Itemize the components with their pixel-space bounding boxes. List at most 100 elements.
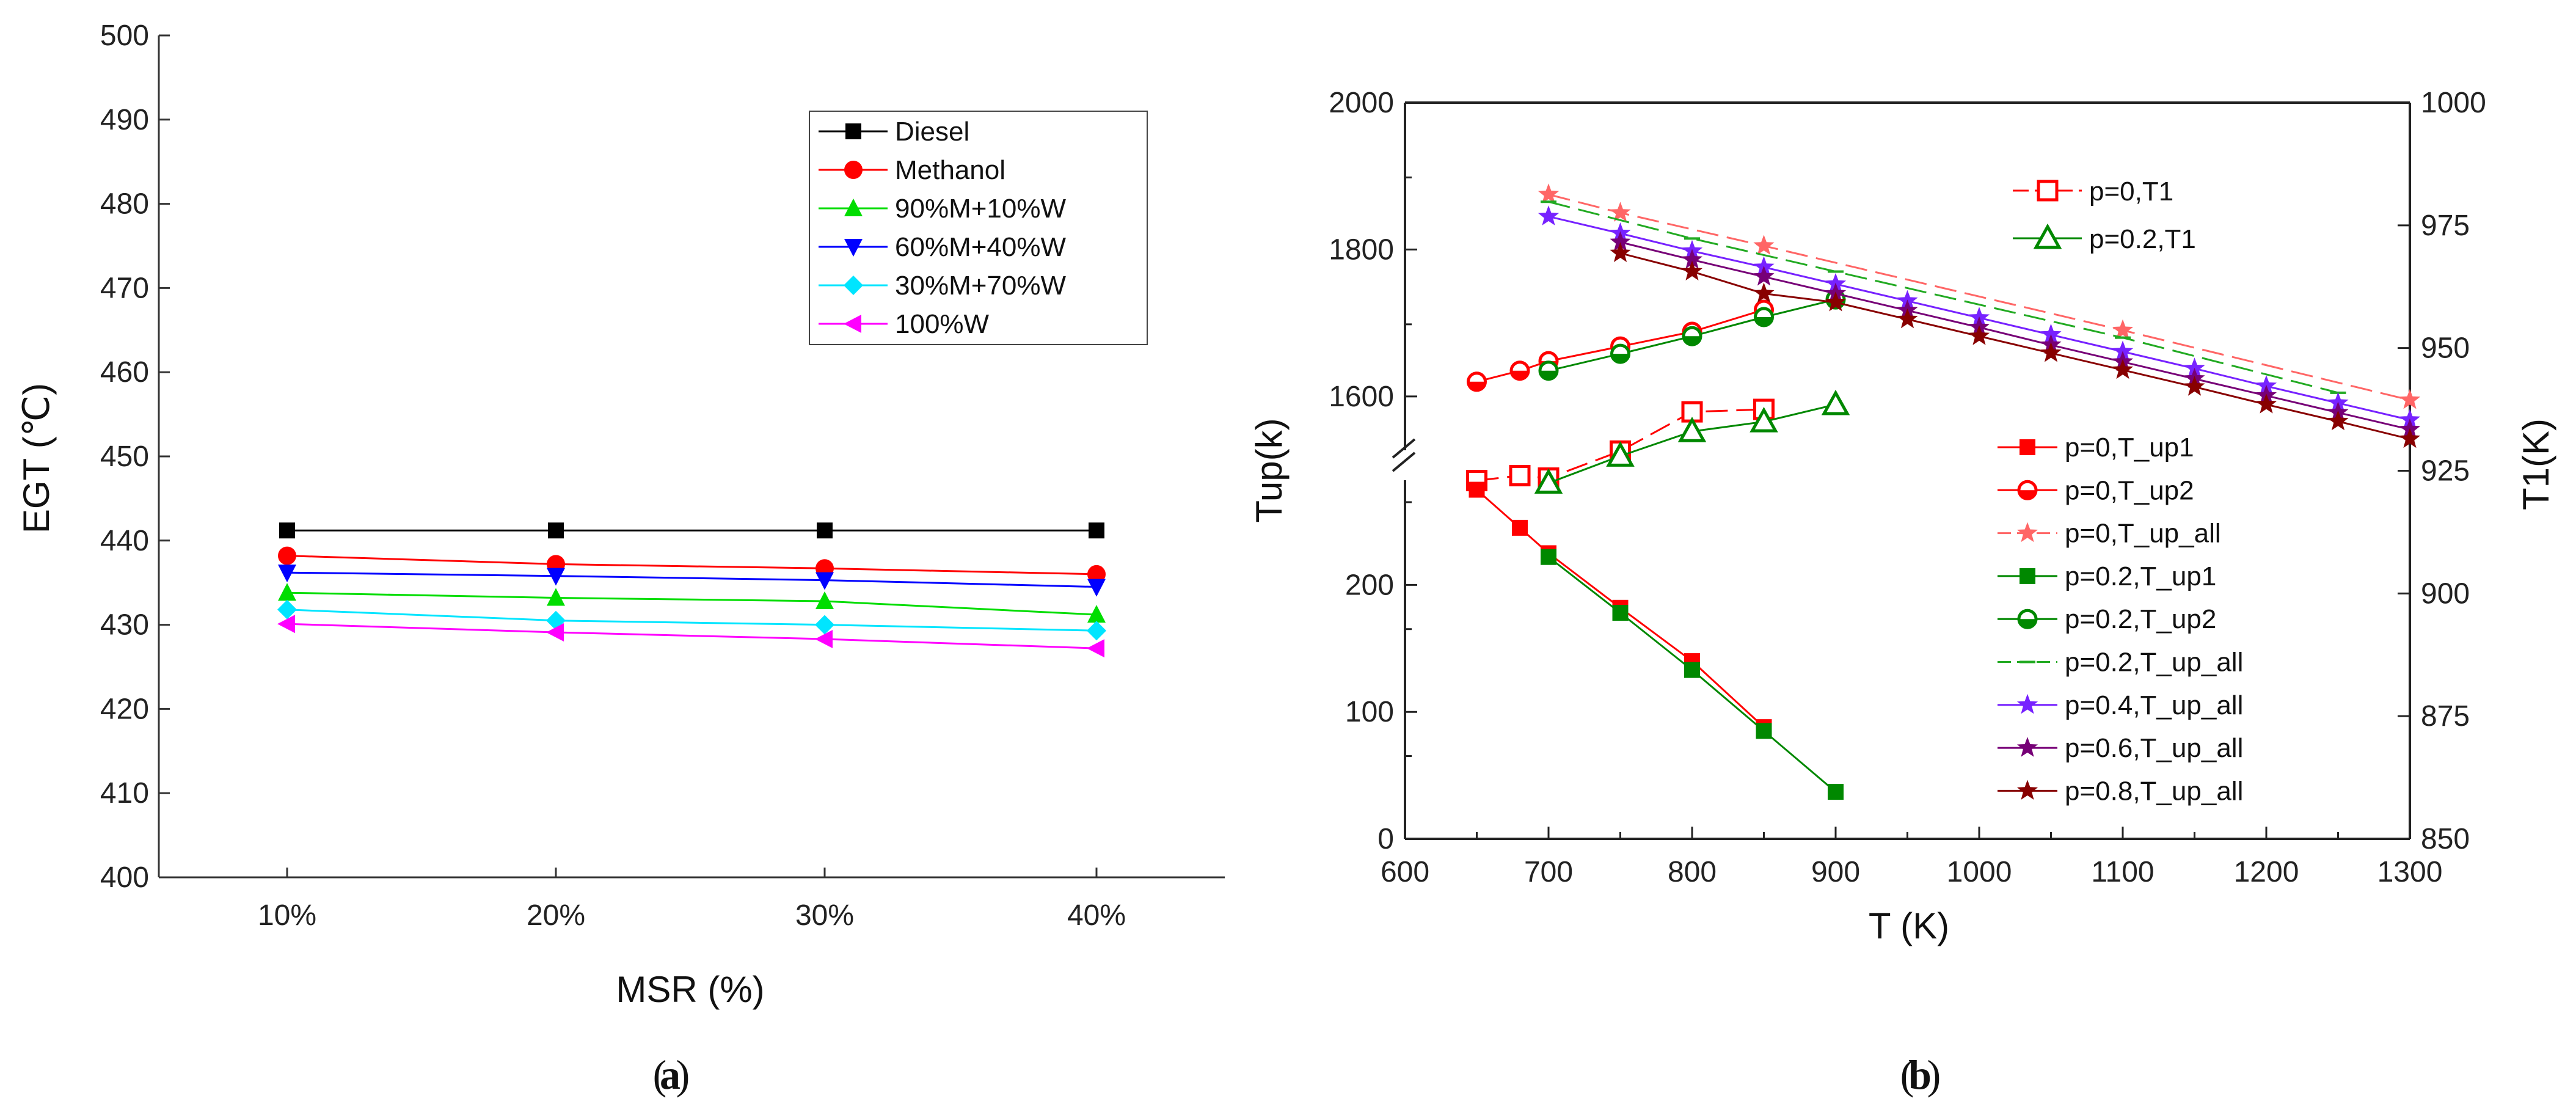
series-30%M+70%W (277, 599, 1106, 641)
data-point (1828, 784, 1844, 800)
legend-label: 30%M+70%W (895, 271, 1066, 301)
data-point (1512, 519, 1528, 536)
data-point-fill (1540, 370, 1557, 379)
data-point (2184, 376, 2205, 396)
legend-marker (845, 123, 861, 139)
data-point (547, 588, 565, 606)
data-point (815, 615, 834, 635)
y-tick-label: 1600 (1329, 381, 1394, 413)
y2-axis-label: T1(K) (2516, 419, 2556, 510)
series-line (286, 623, 1097, 649)
series-Diesel (279, 522, 1104, 539)
legend-label: p=0,T_up2 (2065, 475, 2194, 505)
data-point (1821, 389, 1850, 415)
y2-tick-label: 1000 (2421, 87, 2486, 119)
data-point (277, 599, 297, 620)
series-line (1548, 193, 2410, 401)
data-point (815, 591, 834, 610)
data-point (1750, 407, 1778, 433)
panel-caption-b: b (1908, 1051, 1932, 1098)
legend-marker (2016, 737, 2038, 757)
legend-label: p=0,T1 (2089, 177, 2173, 207)
series-60%M+40%W (278, 565, 1106, 597)
legend-marker (2020, 568, 2035, 584)
data-point (277, 615, 295, 634)
y-tick-label: 200 (1345, 569, 1394, 601)
x-tick-label: 700 (1524, 856, 1573, 888)
data-point (279, 522, 295, 539)
data-point (1753, 265, 1775, 286)
panel-caption-a-close: ) (676, 1051, 690, 1098)
legend-marker (844, 161, 863, 179)
data-point (1534, 468, 1563, 494)
series-line (1548, 200, 2338, 394)
series-p=0.2,T_up1 (1541, 549, 1844, 800)
y-tick-label: 1800 (1329, 233, 1394, 266)
y-axis-label: Tup(k) (1249, 418, 1290, 522)
data-point (1756, 723, 1772, 739)
data-point (1087, 605, 1106, 623)
y-tick-label: 420 (100, 693, 149, 725)
y-axis-label: EGT (℃) (16, 383, 57, 533)
axis-break-mark (1392, 451, 1416, 472)
series-p=0.2,T1 (1534, 389, 1850, 494)
legend-label: p=0.8,T_up_all (2065, 776, 2243, 806)
y-tick-label: 2000 (1329, 87, 1394, 119)
data-point (815, 630, 833, 649)
data-point (1087, 639, 1104, 658)
data-point (1089, 522, 1104, 539)
x-tick-label: 20% (527, 899, 585, 932)
data-point (546, 623, 564, 642)
series-p=0,T_up_all (1538, 183, 2421, 409)
legend-label: p=0.2,T_up2 (2065, 604, 2216, 634)
legend-marker (844, 199, 863, 216)
legend-marker (2016, 522, 2038, 543)
series-line (1620, 241, 2410, 431)
panel-caption-a: a (660, 1051, 680, 1098)
data-point-fill (1684, 336, 1701, 345)
data-point (278, 565, 296, 583)
data-point (278, 583, 296, 601)
series-line (286, 591, 1097, 616)
data-point (1610, 242, 1631, 262)
data-point (1677, 417, 1707, 442)
legend-marker (2016, 780, 2038, 800)
x-tick-label: 800 (1668, 856, 1717, 888)
series-p=0.8,T_up_all (1610, 242, 2421, 448)
data-point (2112, 319, 2134, 340)
series-line (286, 609, 1097, 632)
y-tick-label: 500 (100, 20, 149, 52)
legend-label: 90%M+10%W (895, 194, 1066, 224)
data-point (1087, 565, 1106, 583)
data-point (1612, 605, 1629, 621)
y2-tick-label: 925 (2421, 455, 2470, 488)
data-point-fill (1511, 370, 1528, 379)
series-p=0.2,T_up_all (1541, 200, 2346, 394)
x-tick-label: 900 (1811, 856, 1860, 888)
x-tick-label: 1100 (2091, 856, 2154, 888)
legend-marker (2037, 180, 2059, 202)
legend-marker (2033, 223, 2062, 249)
legend-marker (2020, 439, 2035, 455)
y-tick-label: 480 (100, 188, 149, 221)
legend-marker (844, 276, 863, 295)
series-p=0.2,T_up2 (1538, 289, 1846, 381)
data-point (2040, 323, 2062, 344)
x-axis-label: T (K) (1869, 905, 1949, 946)
series-line (286, 571, 1097, 588)
y-tick-label: 440 (100, 525, 149, 557)
data-point (1606, 441, 1635, 467)
x-tick-label: 10% (258, 899, 316, 932)
legend-marker (2016, 693, 2038, 714)
y-tick-label: 400 (100, 861, 149, 894)
y-tick-label: 100 (1345, 696, 1394, 728)
data-point (2184, 357, 2205, 378)
data-point (1897, 308, 1918, 329)
legend-label: Diesel (895, 117, 969, 147)
series-100%W (277, 615, 1104, 658)
legend-label: 100%W (895, 309, 990, 339)
data-point (2040, 342, 2062, 362)
legend-label: p=0.2,T_up1 (2065, 561, 2216, 591)
legend-label: p=0.2,T1 (2089, 224, 2196, 254)
data-point (2327, 410, 2349, 431)
